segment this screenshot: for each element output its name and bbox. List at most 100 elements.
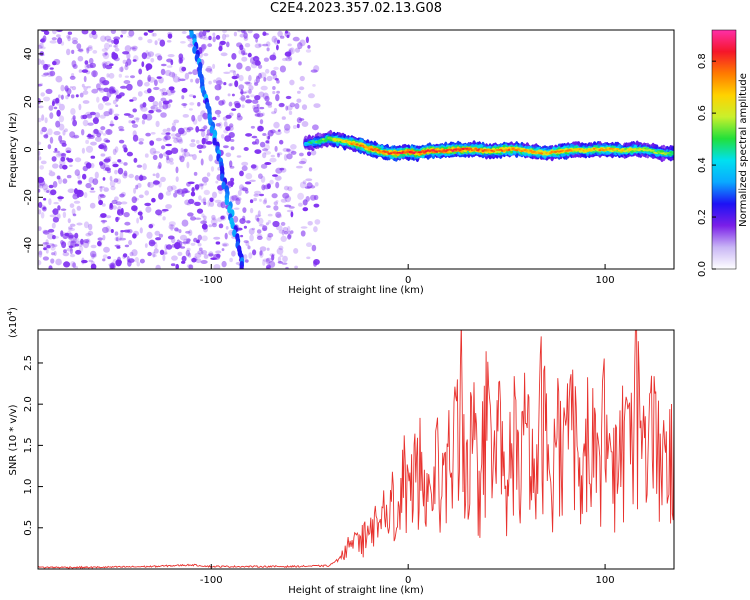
noise-speck [311, 244, 317, 252]
noise-speck [222, 243, 227, 247]
noise-speck [77, 173, 81, 180]
noise-speck [259, 141, 266, 148]
noise-speck [114, 146, 119, 153]
noise-speck [229, 160, 233, 168]
noise-speck [92, 119, 100, 122]
noise-speck [83, 192, 88, 198]
noise-speck [43, 197, 47, 201]
noise-speck [109, 86, 115, 94]
noise-speck [39, 165, 44, 170]
noise-speck [209, 197, 214, 203]
noise-speck [239, 44, 244, 51]
noise-speck [76, 222, 83, 226]
noise-speck [192, 153, 197, 161]
noise-speck [240, 94, 246, 102]
noise-speck [44, 64, 48, 69]
band-cell [529, 149, 533, 152]
noise-speck [198, 247, 203, 251]
noise-speck [147, 76, 151, 83]
noise-speck [195, 258, 202, 264]
noise-speck [74, 232, 79, 239]
noise-speck [172, 75, 180, 83]
noise-speck [68, 226, 73, 230]
noise-speck [69, 75, 76, 80]
noise-speck [255, 214, 262, 217]
noise-speck [275, 130, 282, 136]
band-cell [325, 138, 329, 141]
noise-speck [52, 61, 57, 66]
noise-speck [195, 126, 200, 133]
noise-speck [171, 255, 178, 261]
noise-speck [280, 103, 285, 106]
noise-speck [159, 39, 166, 47]
noise-speck [127, 258, 135, 263]
noise-speck [56, 34, 61, 38]
noise-speck [276, 247, 284, 255]
band-cell [366, 146, 370, 149]
noise-speck [109, 175, 113, 182]
noise-speck [134, 197, 139, 201]
noise-speck [113, 38, 119, 45]
streak-segment [209, 125, 214, 134]
noise-speck [188, 229, 193, 236]
noise-speck [58, 94, 61, 99]
noise-speck [117, 209, 121, 216]
noise-speck [86, 85, 91, 89]
noise-speck [104, 35, 112, 41]
noise-speck [201, 137, 206, 145]
noise-speck [101, 48, 108, 52]
noise-speck [166, 58, 173, 63]
noise-speck [234, 80, 239, 88]
noise-speck [158, 76, 164, 84]
noise-speck [280, 235, 287, 242]
noise-speck [210, 197, 215, 202]
noise-speck [38, 156, 42, 161]
noise-speck [310, 185, 316, 189]
noise-speck [117, 159, 122, 163]
noise-speck [143, 32, 148, 36]
noise-speck [38, 141, 42, 146]
noise-speck [211, 214, 216, 220]
noise-speck [212, 63, 216, 69]
noise-speck [99, 215, 106, 219]
noise-speck [298, 61, 302, 66]
noise-speck [302, 180, 307, 185]
noise-speck [75, 237, 80, 243]
noise-speck [46, 245, 51, 249]
noise-speck [169, 161, 174, 165]
noise-speck [145, 132, 151, 137]
noise-speck [233, 207, 240, 210]
noise-speck [53, 106, 58, 110]
noise-speck [272, 90, 276, 95]
noise-speck [115, 216, 121, 221]
noise-speck [211, 222, 217, 228]
noise-speck [188, 71, 193, 75]
noise-speck [56, 175, 61, 180]
noise-speck [69, 164, 73, 167]
noise-speck [272, 174, 278, 177]
noise-speck [265, 100, 270, 106]
noise-speck [157, 38, 161, 41]
noise-speck [38, 201, 43, 208]
noise-speck [179, 78, 186, 82]
noise-speck [282, 227, 289, 232]
noise-speck [179, 155, 185, 163]
noise-speck [115, 201, 122, 206]
noise-speck [72, 213, 77, 217]
noise-speck [279, 65, 286, 73]
noise-speck [236, 112, 241, 118]
noise-speck [113, 178, 119, 183]
noise-speck [45, 88, 53, 94]
noise-speck [289, 79, 295, 86]
noise-speck [75, 249, 82, 255]
noise-speck [51, 156, 57, 162]
noise-speck [285, 105, 289, 111]
noise-speck [102, 95, 106, 103]
noise-speck [182, 241, 189, 244]
noise-speck [48, 171, 56, 177]
noise-speck [164, 134, 171, 141]
noise-speck [174, 227, 179, 232]
band-cell [624, 149, 629, 152]
noise-speck [74, 157, 82, 163]
noise-speck [124, 75, 129, 78]
